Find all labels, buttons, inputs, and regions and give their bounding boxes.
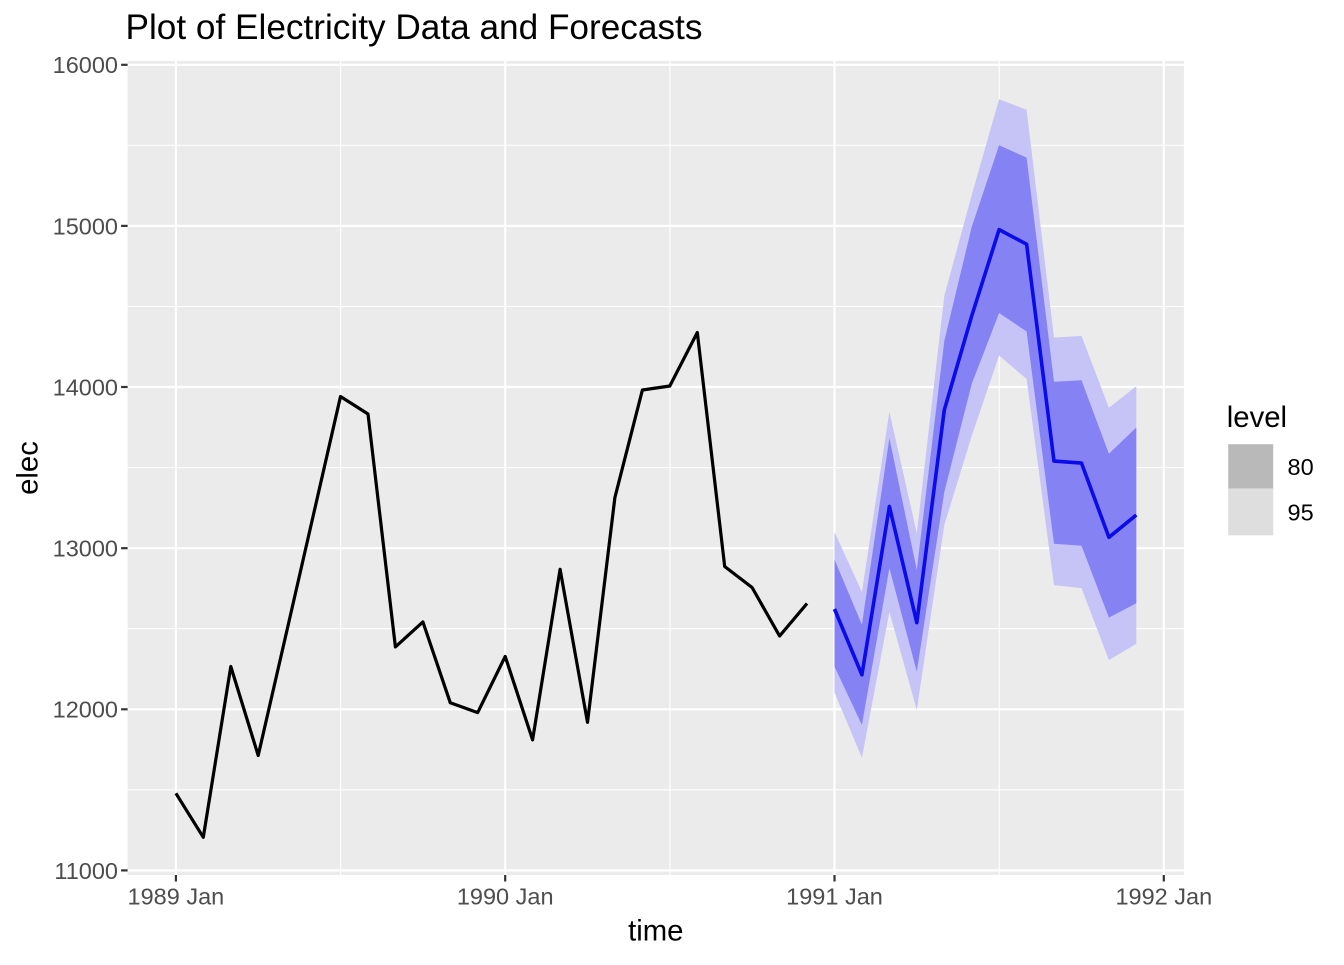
svg-text:80: 80 xyxy=(1288,454,1314,480)
svg-text:95: 95 xyxy=(1288,500,1314,526)
svg-text:Plot of Electricity Data and F: Plot of Electricity Data and Forecasts xyxy=(126,8,703,47)
svg-text:1991 Jan: 1991 Jan xyxy=(786,883,883,909)
svg-text:16000: 16000 xyxy=(53,52,118,78)
svg-text:15000: 15000 xyxy=(53,213,118,239)
svg-text:12000: 12000 xyxy=(53,697,118,723)
svg-text:1992 Jan: 1992 Jan xyxy=(1115,883,1212,909)
svg-text:level: level xyxy=(1227,401,1287,434)
svg-text:1989 Jan: 1989 Jan xyxy=(128,883,225,909)
svg-text:time: time xyxy=(628,915,683,948)
svg-text:11000: 11000 xyxy=(54,858,118,884)
svg-text:13000: 13000 xyxy=(53,536,118,562)
svg-text:elec: elec xyxy=(12,441,45,495)
svg-text:1990 Jan: 1990 Jan xyxy=(457,883,554,909)
svg-text:14000: 14000 xyxy=(53,374,118,400)
